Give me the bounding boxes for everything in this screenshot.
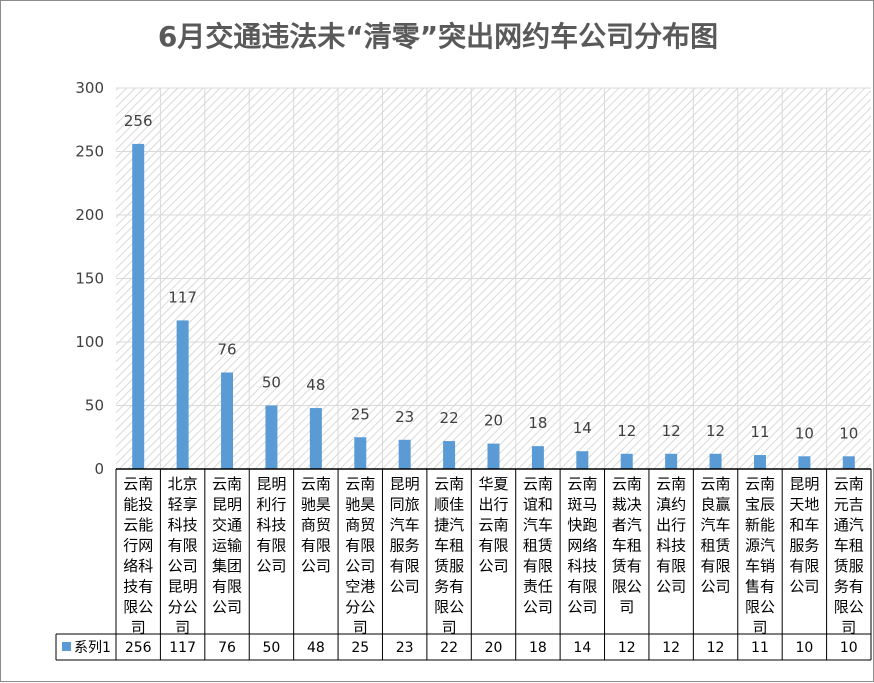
bar: [176, 320, 189, 469]
table-value: 23: [396, 640, 414, 656]
category-label: 昆明同旅汽车服务有限公司: [390, 475, 420, 596]
table-value: 76: [218, 640, 236, 656]
table-value: 48: [307, 640, 325, 656]
y-tick-label: 300: [75, 79, 104, 97]
data-label: 12: [706, 422, 725, 440]
category-label: 昆明利行科技有限公司: [256, 475, 286, 575]
category-label: 云南能投云能行网络科技有限公司: [123, 475, 153, 637]
bar: [842, 456, 855, 469]
bar: [531, 446, 544, 469]
category-label: 华夏出行云南有限公司: [478, 475, 508, 575]
data-label: 18: [528, 414, 547, 432]
bar: [798, 456, 811, 469]
category-label: 云南裁决者汽车租赁有限公司: [612, 475, 642, 616]
bar: [753, 455, 766, 469]
bar: [265, 405, 278, 469]
table-value: 25: [351, 640, 369, 656]
bar: [665, 453, 678, 469]
bar: [443, 441, 456, 469]
table-value: 256: [125, 640, 152, 656]
category-label: 云南滇约出行科技有限公司: [656, 475, 686, 596]
bar: [620, 453, 633, 469]
data-label: 256: [124, 112, 153, 130]
category-label: 云南斑马快跑网络科技有限公司: [567, 475, 597, 616]
data-label: 50: [262, 374, 281, 392]
table-value: 10: [840, 640, 858, 656]
table-value: 11: [751, 640, 769, 656]
category-label: 昆明天地和车服务有限公司: [789, 475, 819, 596]
data-label: 76: [217, 340, 236, 358]
category-label: 云南驰昊商贸有限公司空港分公司: [345, 475, 375, 637]
y-tick-label: 100: [75, 333, 104, 351]
data-label: 10: [795, 424, 814, 442]
legend-label: 系列1: [74, 640, 111, 656]
table-value: 12: [707, 640, 725, 656]
data-label: 48: [306, 376, 325, 394]
legend-swatch: [62, 642, 71, 651]
data-label: 25: [351, 405, 370, 423]
table-value: 18: [529, 640, 547, 656]
bar: [132, 143, 145, 469]
table-value: 12: [618, 640, 636, 656]
category-label: 云南宝辰新能源汽车销售有限公司: [745, 475, 775, 637]
table-value: 10: [795, 640, 813, 656]
bar: [309, 408, 322, 469]
bar: [487, 443, 500, 469]
data-label: 11: [750, 423, 769, 441]
chart-title: 6月交通违法未“清零”突出网约车公司分布图: [158, 20, 718, 53]
data-label: 12: [617, 422, 636, 440]
category-label: 云南顺佳捷汽车租赁服务有限公司: [434, 475, 464, 637]
category-label: 云南谊和汽车租赁有限责任公司: [523, 475, 553, 616]
data-label: 12: [662, 422, 681, 440]
bar: [576, 451, 589, 469]
table-value: 14: [573, 640, 591, 656]
bar: [354, 437, 367, 469]
bar: [398, 439, 411, 469]
table-value: 20: [485, 640, 503, 656]
data-label: 14: [573, 419, 592, 437]
table-value: 12: [662, 640, 680, 656]
bar: [709, 453, 722, 469]
y-tick-label: 0: [94, 460, 104, 478]
category-label: 云南良赢汽车租赁有限公司: [701, 475, 731, 596]
category-label: 云南驰昊商贸有限公司: [301, 475, 331, 575]
data-label: 22: [440, 409, 459, 427]
y-tick-label: 200: [75, 206, 104, 224]
data-label: 23: [395, 408, 414, 426]
category-label: 云南元吉通汽车租赁服务有限公司: [834, 475, 864, 637]
bar: [221, 372, 234, 469]
data-label: 20: [484, 412, 503, 430]
category-label: 云南昆明交通运输集团有限公司: [212, 475, 242, 616]
category-label: 北京轻享科技有限公司昆明分公司: [168, 475, 198, 637]
data-label: 10: [839, 424, 858, 442]
y-tick-label: 150: [75, 270, 104, 288]
y-tick-label: 50: [85, 397, 104, 415]
y-tick-label: 250: [75, 143, 104, 161]
table-value: 50: [263, 640, 281, 656]
table-value: 117: [169, 640, 196, 656]
table-value: 22: [440, 640, 458, 656]
data-label: 117: [168, 288, 197, 306]
